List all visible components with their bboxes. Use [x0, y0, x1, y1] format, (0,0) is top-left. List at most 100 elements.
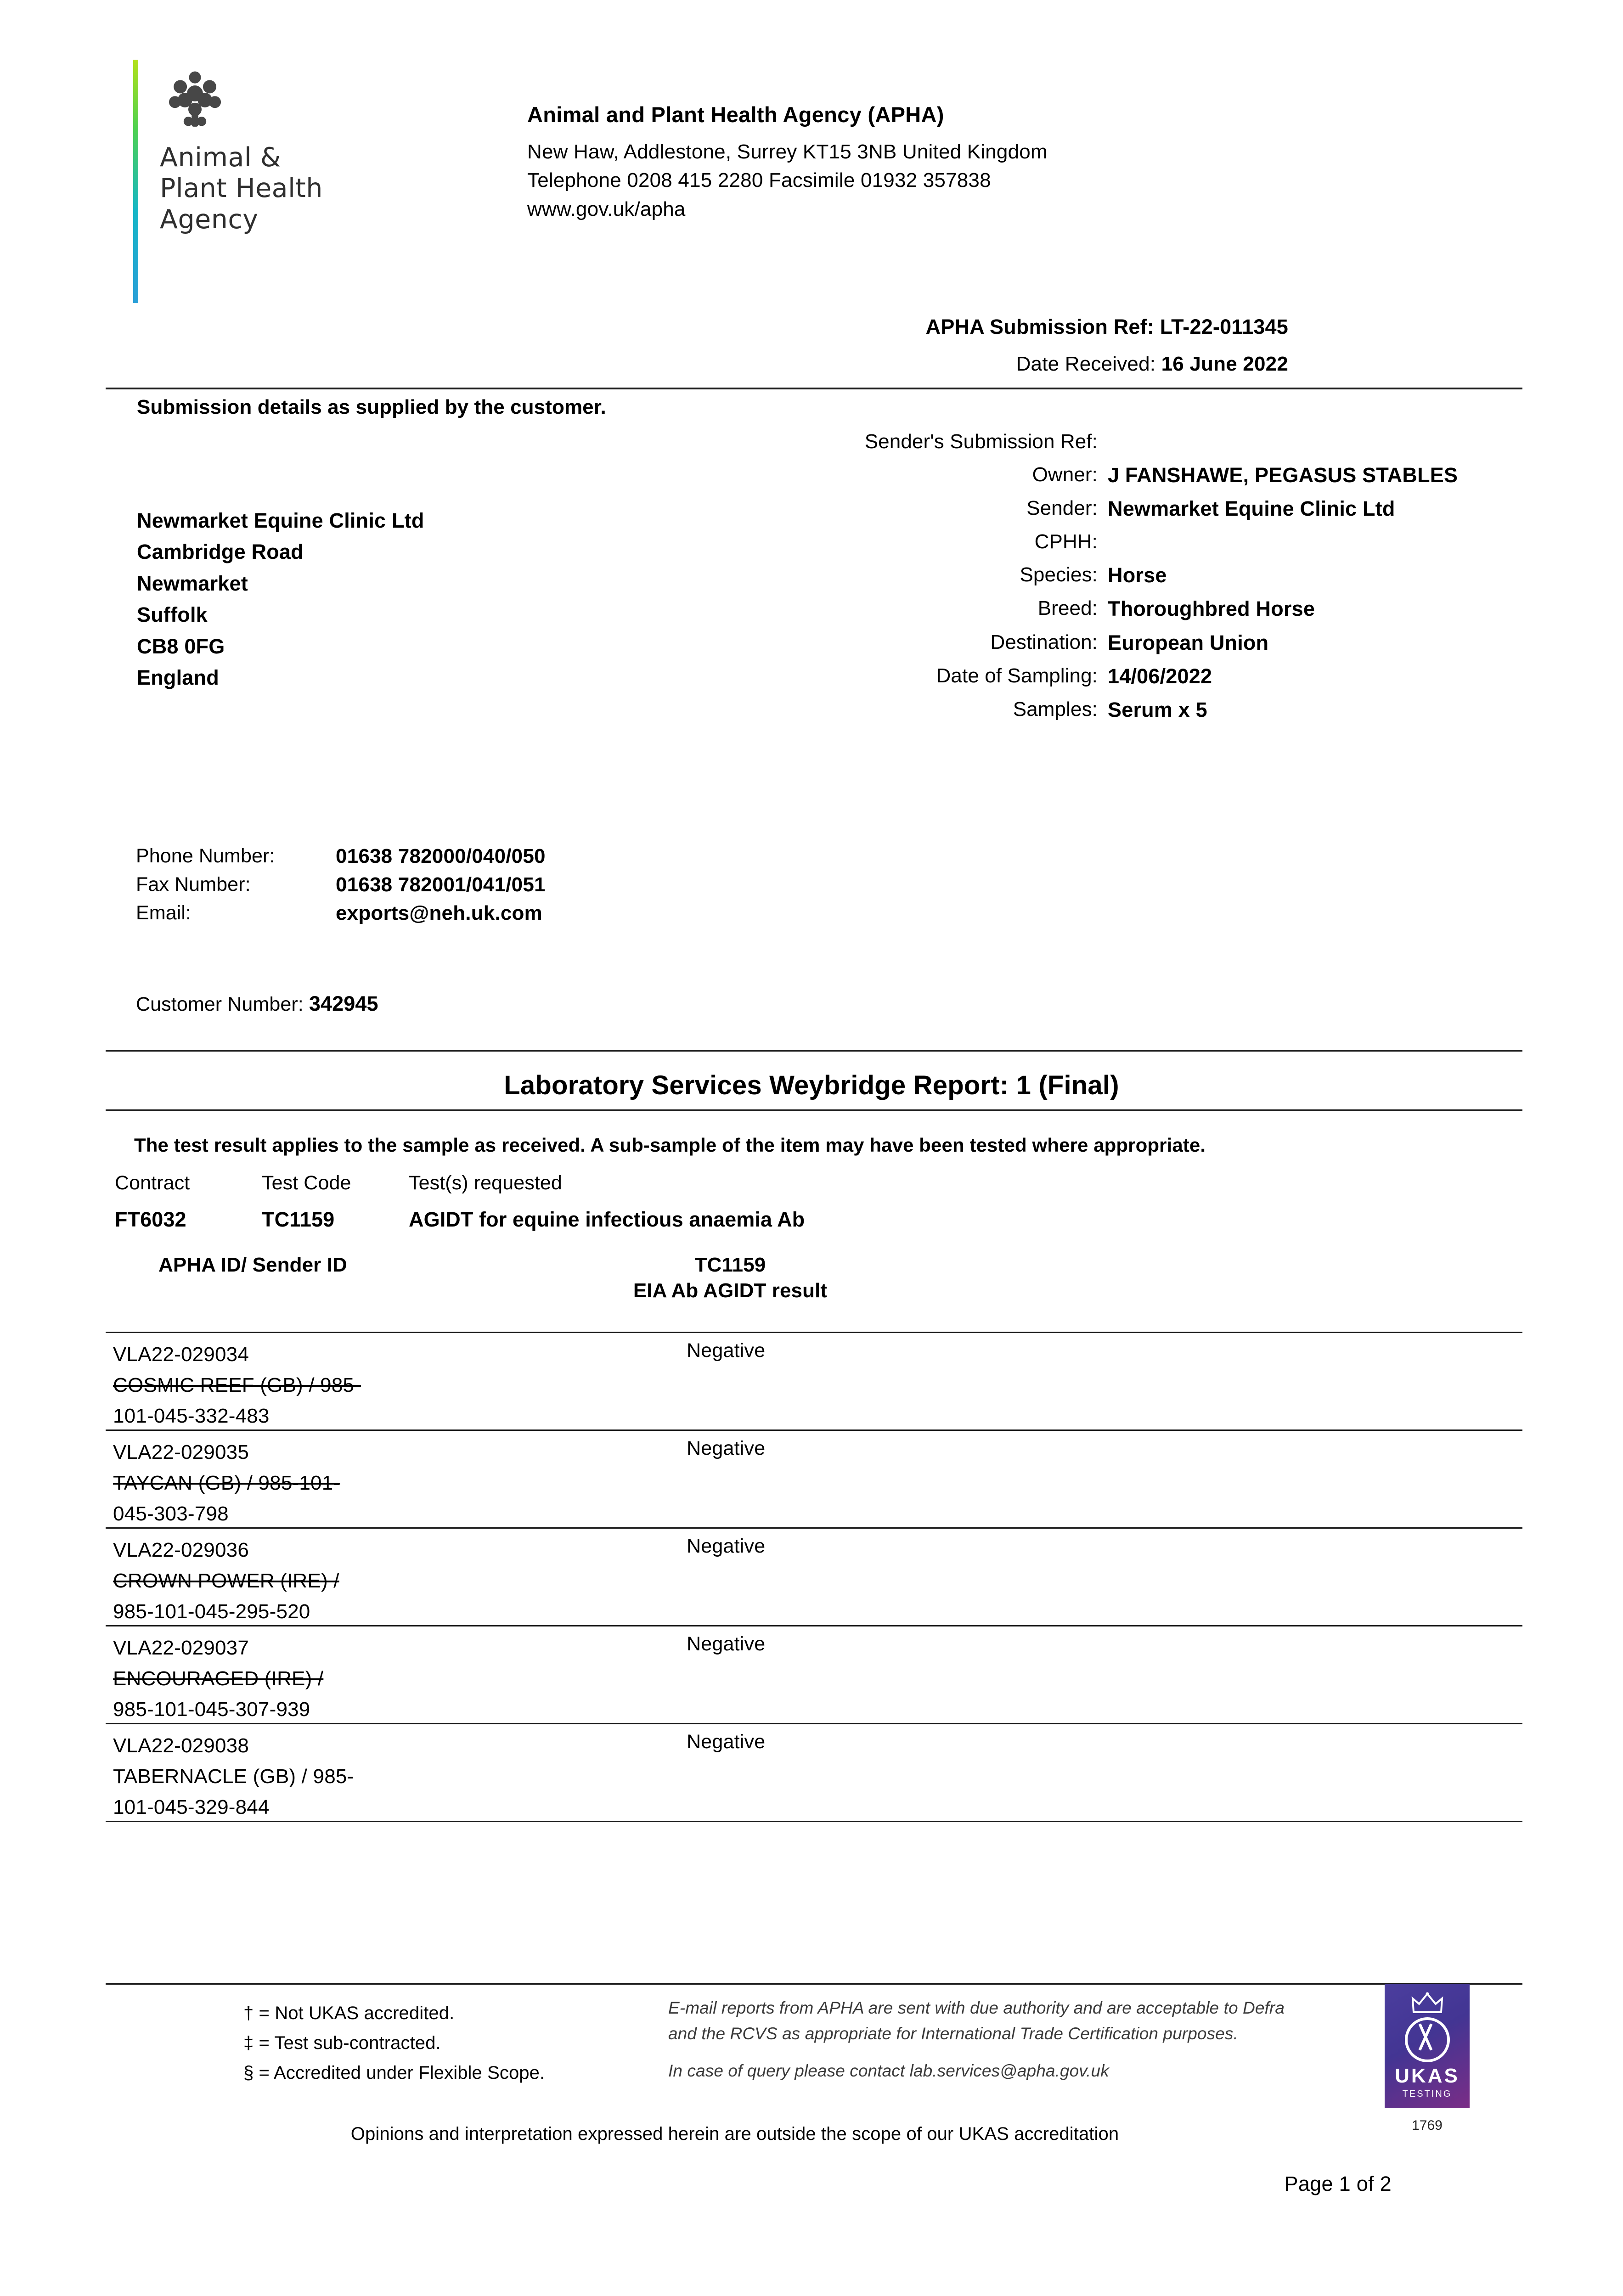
report-note: The test result applies to the sample as… — [134, 1134, 1206, 1156]
sender-id-struck: ENCOURAGED (IRE) / — [113, 1667, 324, 1690]
footer-notice-authority: E-mail reports from APHA are sent with d… — [668, 1998, 1285, 2043]
ukas-subtitle: TESTING — [1402, 2089, 1452, 2099]
footnote-legend: † = Not UKAS accredited. ‡ = Test sub-co… — [243, 1998, 545, 2088]
test-result: Negative — [687, 1535, 766, 1557]
sender-id-struck: TABERNACLE (GB) / 985- — [113, 1765, 354, 1788]
legend-not-accredited: † = Not UKAS accredited. — [243, 2003, 455, 2023]
field-sender: Sender: Newmarket Equine Clinic Ltd — [716, 494, 1525, 523]
sender-id-struck: CROWN POWER (IRE) / — [113, 1569, 339, 1592]
ukas-ring-mark — [1404, 2017, 1450, 2062]
date-received: Date Received: 16 June 2022 — [0, 353, 1288, 376]
ukas-accreditation-logo: UKAS TESTING — [1385, 1984, 1470, 2108]
logo-line-1: Animal & — [160, 142, 281, 173]
legend-sub-contracted: ‡ = Test sub-contracted. — [243, 2032, 441, 2053]
field-value: European Union — [1108, 630, 1269, 654]
field-label: Samples: — [1013, 698, 1098, 721]
footer-notice: E-mail reports from APHA are sent with d… — [668, 1995, 1311, 2096]
contact-email: Email: exports@neh.uk.com — [136, 902, 733, 925]
apha-id: VLA22-029036 — [113, 1539, 249, 1561]
sample-identifier: VLA22-029036 CROWN POWER (IRE) / 985-101… — [113, 1535, 572, 1627]
customer-address-line: Newmarket Equine Clinic Ltd — [137, 509, 424, 532]
footer-opinions-statement: Opinions and interpretation expressed he… — [350, 2124, 1119, 2144]
tests-requested-value: AGIDT for equine infectious anaemia Ab — [409, 1208, 805, 1231]
report-title-bottom-divider — [106, 1109, 1522, 1111]
logo-wordmark: Animal & Plant Health Agency — [160, 142, 323, 235]
submission-ref: APHA Submission Ref: LT-22-011345 — [0, 315, 1288, 339]
sender-id-rest: 985-101-045-307-939 — [113, 1698, 310, 1721]
customer-address-line: England — [137, 665, 219, 689]
test-code-value: TC1159 — [262, 1208, 335, 1231]
sample-identifier: VLA22-029037 ENCOURAGED (IRE) / 985-101-… — [113, 1633, 572, 1725]
customer-address-line: Cambridge Road — [137, 540, 304, 564]
footer-notice-query: In case of query please contact lab.serv… — [668, 2061, 1109, 2080]
contact-value: 01638 782001/041/051 — [336, 873, 546, 896]
results-header-test-code: TC1159 — [694, 1254, 766, 1276]
field-breed: Breed: Thoroughbred Horse — [716, 594, 1525, 624]
apha-id: VLA22-029038 — [113, 1734, 249, 1757]
report-title-top-divider — [106, 1050, 1522, 1052]
contact-value: exports@neh.uk.com — [336, 902, 542, 924]
contact-value: 01638 782000/040/050 — [336, 845, 546, 867]
date-received-label: Date Received: — [1016, 353, 1156, 375]
results-header-result: TC1159 EIA Ab AGIDT result — [592, 1254, 868, 1302]
field-value: J FANSHAWE, PEGASUS STABLES — [1108, 463, 1458, 487]
royal-crest-icon — [169, 71, 221, 127]
logo-line-2: Plant Health — [160, 173, 323, 204]
contact-label: Email: — [136, 902, 192, 924]
contract-header-contract: Contract — [115, 1172, 190, 1194]
submission-ref-label: APHA Submission Ref: — [925, 315, 1155, 338]
website-url: www.gov.uk/apha — [527, 197, 686, 220]
organisation-title: Animal and Plant Health Agency (APHA) — [527, 102, 944, 127]
legend-flexible-scope: § = Accredited under Flexible Scope. — [243, 2062, 545, 2083]
contract-header-tests-requested: Test(s) requested — [409, 1172, 562, 1194]
contract-value: FT6032 — [115, 1208, 186, 1231]
sender-id-rest: 101-045-332-483 — [113, 1404, 270, 1427]
contract-header-test-code: Test Code — [262, 1172, 351, 1194]
sender-id-rest: 101-045-329-844 — [113, 1795, 270, 1818]
results-header-id: APHA ID/ Sender ID — [158, 1254, 347, 1276]
submission-fields: Sender's Submission Ref: Owner: J FANSHA… — [716, 427, 1525, 728]
ukas-wordmark: UKAS — [1395, 2065, 1460, 2087]
report-title: Laboratory Services Weybridge Report: 1 … — [504, 1070, 1119, 1100]
customer-number-value: 342945 — [309, 992, 378, 1015]
field-value: Newmarket Equine Clinic Ltd — [1108, 497, 1395, 521]
field-value: Horse — [1108, 563, 1167, 587]
logo-line-3: Agency — [160, 204, 259, 235]
field-label: Species: — [1020, 563, 1098, 586]
field-value: Thoroughbred Horse — [1108, 597, 1315, 621]
results-header-test-name: EIA Ab AGIDT result — [633, 1279, 828, 1302]
field-label: Sender's Submission Ref: — [864, 430, 1098, 453]
sample-identifier: VLA22-029038 TABERNACLE (GB) / 985- 101-… — [113, 1731, 572, 1823]
organisation-address: New Haw, Addlestone, Surrey KT15 3NB Uni… — [527, 138, 1048, 224]
sender-id-struck: TAYCAN (GB) / 985-101- — [113, 1471, 340, 1494]
field-label: Sender: — [1026, 497, 1098, 520]
contact-label: Fax Number: — [136, 873, 251, 895]
test-result: Negative — [687, 1731, 766, 1753]
table-row: VLA22-029035 TAYCAN (GB) / 985-101- 045-… — [106, 1429, 1522, 1527]
table-row: VLA22-029038 TABERNACLE (GB) / 985- 101-… — [106, 1723, 1522, 1822]
apha-id: VLA22-029034 — [113, 1343, 249, 1366]
contact-details: Phone Number: 01638 782000/040/050 Fax N… — [136, 845, 733, 930]
submission-details-heading: Submission details as supplied by the cu… — [137, 396, 606, 418]
field-value: Serum x 5 — [1108, 698, 1207, 722]
field-value: 14/06/2022 — [1108, 664, 1212, 688]
results-table: VLA22-029034 COSMIC REEF (GB) / 985- 101… — [106, 1332, 1522, 1822]
sender-id-rest: 045-303-798 — [113, 1502, 229, 1525]
test-result: Negative — [687, 1339, 766, 1362]
customer-address-line: CB8 0FG — [137, 634, 225, 658]
customer-address-line: Suffolk — [137, 603, 208, 627]
field-date-of-sampling: Date of Sampling: 14/06/2022 — [716, 661, 1525, 691]
customer-number: Customer Number: 342945 — [136, 992, 378, 1016]
field-label: Destination: — [990, 630, 1098, 653]
field-samples: Samples: Serum x 5 — [716, 695, 1525, 725]
field-cphh: CPHH: — [716, 527, 1525, 557]
sample-identifier: VLA22-029034 COSMIC REEF (GB) / 985- 101… — [113, 1339, 572, 1432]
field-label: Owner: — [1032, 463, 1098, 486]
apha-id: VLA22-029035 — [113, 1441, 249, 1463]
submission-ref-value: LT-22-011345 — [1160, 315, 1288, 338]
footer-divider — [106, 1983, 1522, 1985]
field-destination: Destination: European Union — [716, 628, 1525, 658]
ukas-accreditation-number: 1769 — [1412, 2118, 1443, 2133]
